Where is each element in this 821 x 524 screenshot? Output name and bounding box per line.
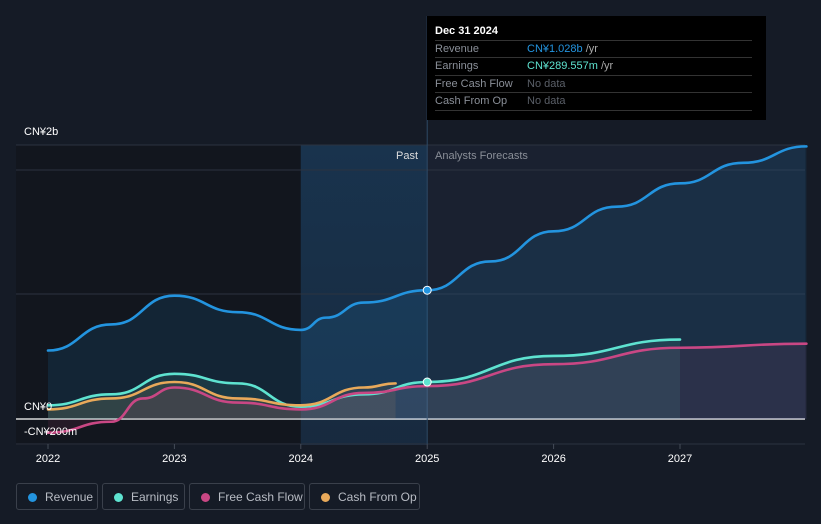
cash-from-op-dot-icon xyxy=(321,493,330,502)
cash-from-op-line xyxy=(46,380,397,411)
legend-label: Free Cash Flow xyxy=(218,490,303,504)
earnings-dot-icon xyxy=(114,493,123,502)
legend-item-earnings[interactable]: Earnings xyxy=(102,483,185,510)
tooltip-label: Earnings xyxy=(435,60,479,72)
x-tick-label: 2025 xyxy=(415,453,439,465)
x-tick-label: 2022 xyxy=(36,453,60,465)
past-label: Past xyxy=(396,150,419,162)
y-tick-label: -CN¥200m xyxy=(24,426,78,438)
free-cash-flow-area xyxy=(48,343,807,433)
tooltip: Dec 31 2024 Revenue CN¥1.028b /yr Earnin… xyxy=(427,16,766,120)
forecast-background xyxy=(427,145,805,419)
tooltip-row: Earnings CN¥289.557m /yr xyxy=(435,57,752,75)
free-cash-flow-dot-icon xyxy=(201,493,210,502)
x-tick-label: 2023 xyxy=(162,453,186,465)
earnings-line xyxy=(46,338,682,408)
tooltip-row: Free Cash Flow No data xyxy=(435,75,752,93)
x-tick-label: 2024 xyxy=(289,453,313,465)
y-tick-label: CN¥0 xyxy=(24,401,53,413)
legend-label: Revenue xyxy=(45,490,94,504)
revenue-line xyxy=(46,145,808,352)
tooltip-value: CN¥289.557m xyxy=(527,60,598,72)
y-tick-label: CN¥2b xyxy=(24,126,59,138)
free-cash-flow-line xyxy=(46,342,808,434)
tooltip-row: Revenue CN¥1.028b /yr xyxy=(435,40,752,58)
tooltip-unit: /yr xyxy=(582,43,598,55)
tooltip-row: Cash From Op No data xyxy=(435,92,752,111)
tooltip-value: No data xyxy=(527,95,566,107)
x-tick-label: 2027 xyxy=(668,453,692,465)
tooltip-unit: /yr xyxy=(597,60,614,72)
tooltip-value: No data xyxy=(527,78,566,90)
legend-item-revenue[interactable]: Revenue xyxy=(16,483,98,510)
x-tick-label: 2026 xyxy=(541,453,565,465)
legend-label: Cash From Op xyxy=(338,490,417,504)
revenue-marker xyxy=(422,285,432,295)
revenue-dot-icon xyxy=(28,493,37,502)
legend-item-free-cash-flow[interactable]: Free Cash Flow xyxy=(189,483,305,510)
earnings-marker xyxy=(422,377,432,387)
tooltip-label: Cash From Op xyxy=(435,95,508,107)
tooltip-label: Free Cash Flow xyxy=(435,78,513,90)
revenue-area xyxy=(48,146,807,419)
legend-label: Earnings xyxy=(131,490,179,504)
forecast-label: Analysts Forecasts xyxy=(435,150,528,162)
legend-item-cash-from-op[interactable]: Cash From Op xyxy=(309,483,420,510)
tooltip-date: Dec 31 2024 xyxy=(435,25,498,37)
tooltip-value: CN¥1.028b xyxy=(527,43,583,55)
past-background xyxy=(16,145,301,445)
tooltip-label: Revenue xyxy=(435,43,480,55)
